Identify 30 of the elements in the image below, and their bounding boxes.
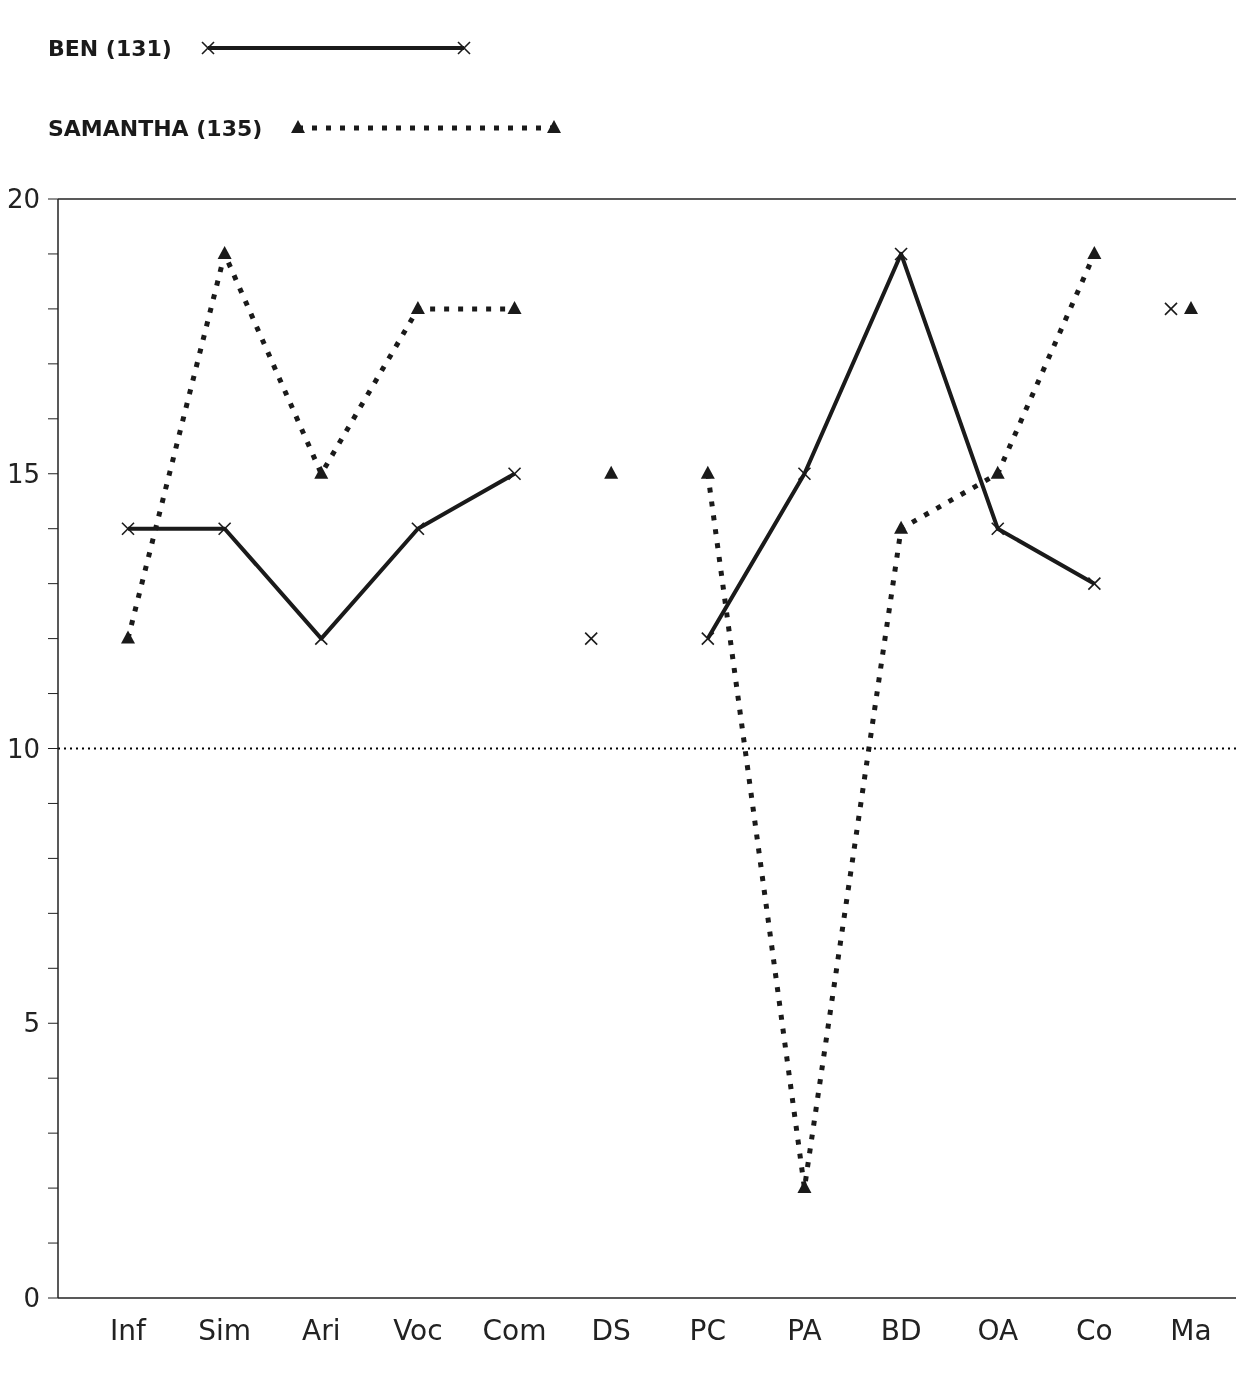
legend-label: SAMANTHA (135) (48, 115, 263, 141)
y-tick-label: 20 (6, 184, 40, 215)
y-tick-label: 0 (23, 1283, 40, 1314)
x-tick-label: Voc (393, 1313, 443, 1347)
y-tick-label: 10 (6, 733, 40, 764)
x-tick-label: Co (1076, 1313, 1113, 1347)
x-tick-label: Com (482, 1313, 547, 1347)
legend-label: BEN (131) (48, 35, 172, 61)
x-tick-label: Sim (198, 1313, 252, 1347)
x-tick-label: OA (977, 1313, 1019, 1347)
x-tick-label: DS (591, 1313, 631, 1347)
y-tick-label: 15 (6, 458, 40, 489)
x-tick-label: PC (689, 1313, 727, 1347)
y-tick-label: 5 (23, 1008, 40, 1039)
x-tick-label: Ma (1170, 1313, 1212, 1347)
point (1087, 245, 1102, 259)
point (314, 465, 329, 479)
x-tick-label: BD (880, 1313, 922, 1347)
x-tick-label: Inf (110, 1313, 148, 1347)
point (894, 520, 909, 534)
point (1184, 300, 1198, 314)
point (700, 465, 715, 479)
point (217, 245, 232, 259)
point (410, 300, 425, 314)
point (990, 465, 1005, 479)
x-tick-label: Ari (302, 1313, 341, 1347)
point (507, 300, 522, 314)
point (604, 465, 619, 479)
x-tick-label: PA (787, 1313, 822, 1347)
point (121, 630, 135, 644)
